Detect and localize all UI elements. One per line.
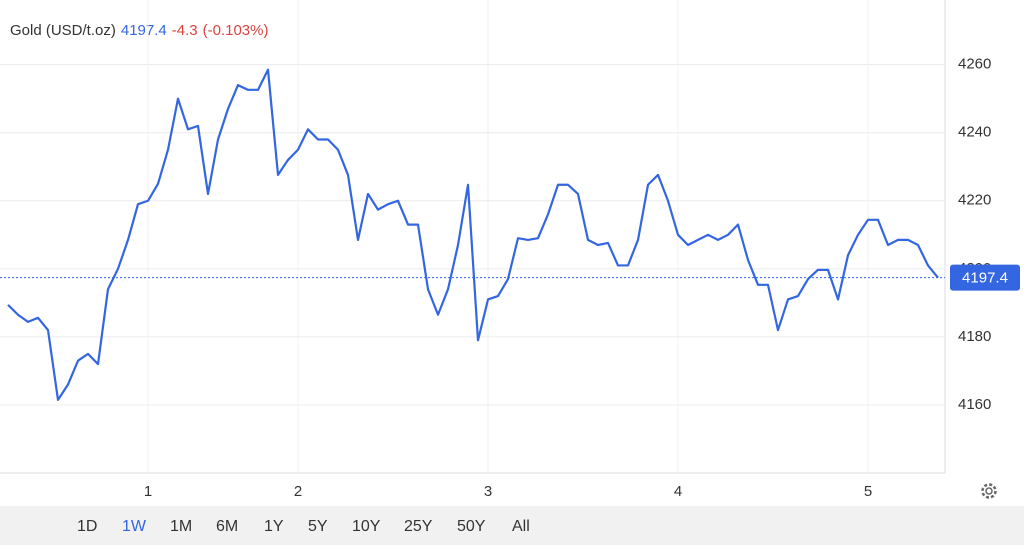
price-line <box>7 68 939 401</box>
price: 4197.4 <box>120 22 167 39</box>
y-tick-label: 4180 <box>958 328 991 345</box>
header: Gold (USD/t.oz) 4197.4 -4.3 (-0.103%) <box>10 22 273 39</box>
y-tick-label: 4160 <box>958 396 991 413</box>
change-percent: (-0.103%) <box>202 22 269 39</box>
range-button[interactable]: 1W <box>122 518 146 535</box>
range-button[interactable]: 5Y <box>308 518 328 535</box>
range-button[interactable]: All <box>512 518 530 535</box>
y-tick-label: 4220 <box>958 192 991 209</box>
last-price-label: 4197.4 <box>962 270 1008 287</box>
range-button[interactable]: 50Y <box>457 518 486 535</box>
range-bar: 1D 1W 1M 6M 1Y 5Y 10Y 25Y 50Y All <box>0 506 1024 545</box>
range-button[interactable]: 1Y <box>264 518 284 535</box>
x-tick-label: 5 <box>864 483 872 500</box>
x-tick-label: 2 <box>294 483 302 500</box>
range-button[interactable]: 1D <box>77 518 98 535</box>
range-button[interactable]: 6M <box>216 518 239 535</box>
title: Gold (USD/t.oz) <box>10 22 116 39</box>
y-tick-label: 4240 <box>958 124 991 141</box>
range-button[interactable]: 1M <box>170 518 193 535</box>
last-price-tag <box>950 264 1020 291</box>
range-button[interactable]: 25Y <box>404 518 433 535</box>
x-tick-label: 3 <box>484 483 492 500</box>
x-tick-label: 4 <box>674 483 682 500</box>
x-tick-label: 1 <box>144 483 152 500</box>
range-button[interactable]: 10Y <box>352 518 381 535</box>
chart: 416041804200422042404260123454197.4 <box>0 0 1020 500</box>
y-tick-label: 4260 <box>958 56 991 73</box>
change: -4.3 <box>171 22 198 39</box>
settings-icon[interactable] <box>981 483 997 499</box>
